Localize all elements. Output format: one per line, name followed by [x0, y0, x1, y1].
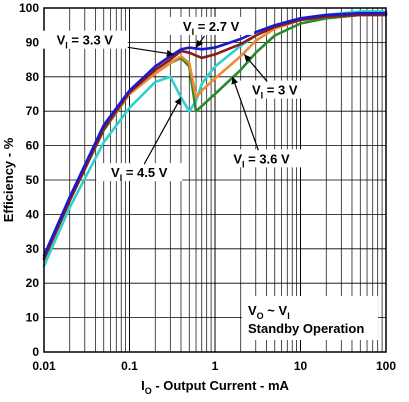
y-tick-label: 60 — [26, 139, 40, 153]
series-layer — [42, 10, 388, 268]
callout-arrowhead — [244, 54, 252, 63]
y-tick-label: 100 — [19, 1, 39, 15]
callout-background — [96, 163, 183, 182]
callout-0: VI = 2.7 V — [168, 16, 255, 48]
callout-arrowhead — [231, 76, 239, 85]
callout-3: VI = 3.6 V — [218, 76, 305, 169]
annotation-box — [242, 296, 378, 340]
series-label: VI = 4.5 V — [111, 165, 168, 183]
series-line-0 — [42, 11, 388, 257]
x-tick-label: 1 — [212, 359, 219, 373]
y-tick-label: 50 — [26, 173, 40, 187]
tick-labels: 0 10 20 30 40 50 60 70 80 90 100 0.01 0.1 1 10 100 — [19, 1, 396, 373]
callout-background — [41, 30, 128, 49]
series-label: VI = 3 V — [252, 83, 298, 101]
annotation-line-2: Standby Operation — [248, 321, 364, 336]
x-tick-label: 10 — [294, 359, 308, 373]
series-label: VI = 3.3 V — [57, 33, 114, 51]
callout-arrowhead — [174, 97, 181, 106]
series-line-1 — [42, 13, 388, 261]
callout-leader — [127, 46, 174, 56]
callout-arrowhead — [196, 39, 203, 48]
y-tick-label: 10 — [26, 311, 40, 325]
callout-4: VI = 4.5 V — [96, 97, 183, 183]
callout-background — [238, 80, 311, 99]
plot-frame — [43, 7, 387, 353]
y-tick-label: 20 — [26, 276, 40, 290]
annotation-line-1: VO ~ VI — [248, 303, 290, 321]
y-tick-label: 80 — [26, 70, 40, 84]
y-tick-label: 0 — [32, 345, 39, 359]
y-tick-label: 40 — [26, 207, 40, 221]
series-label: VI = 3.6 V — [233, 151, 290, 169]
callouts: VI = 2.7 V VI = 3.3 V VI = 3 V VI = 3.6 V VI… — [41, 16, 311, 183]
callout-background — [168, 16, 255, 35]
series-label: VI = 2.7 V — [183, 19, 240, 37]
standby-annotation: VO ~ VI Standby Operation — [242, 296, 378, 340]
x-tick-label: 0.01 — [32, 359, 56, 373]
x-tick-label: 0.1 — [121, 359, 138, 373]
callout-leader — [231, 76, 259, 151]
callout-background — [218, 149, 305, 168]
callout-arrowhead — [166, 49, 174, 57]
y-tick-label: 90 — [26, 35, 40, 49]
y-axis-label: Efficiency - % — [1, 137, 16, 222]
x-tick-label: 100 — [376, 359, 396, 373]
callout-1: VI = 3.3 V — [41, 30, 174, 57]
callout-2: VI = 3 V — [238, 54, 311, 101]
callout-leader — [143, 97, 182, 165]
x-axis-label: IO - Output Current - mA — [141, 378, 289, 396]
y-tick-label: 70 — [26, 104, 40, 118]
y-tick-label: 30 — [26, 242, 40, 256]
